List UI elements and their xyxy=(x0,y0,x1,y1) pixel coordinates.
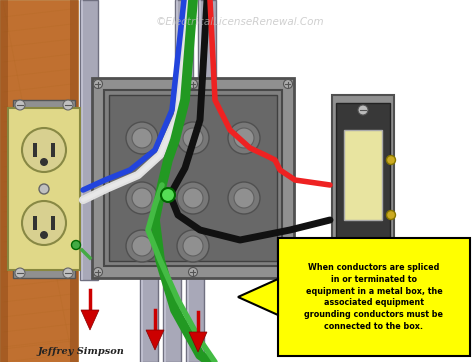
Circle shape xyxy=(72,240,81,249)
Circle shape xyxy=(283,268,292,277)
Polygon shape xyxy=(189,332,207,352)
Polygon shape xyxy=(0,0,8,362)
Circle shape xyxy=(386,156,395,164)
Polygon shape xyxy=(0,0,78,362)
Polygon shape xyxy=(176,0,178,95)
Circle shape xyxy=(358,105,368,115)
Polygon shape xyxy=(344,130,382,220)
Circle shape xyxy=(93,80,102,88)
Polygon shape xyxy=(33,216,37,230)
Circle shape xyxy=(63,100,73,110)
Circle shape xyxy=(358,253,367,261)
Circle shape xyxy=(22,201,66,245)
Text: ©ElectricalLicenseRenewal.Com: ©ElectricalLicenseRenewal.Com xyxy=(155,17,324,27)
Polygon shape xyxy=(238,279,278,315)
Text: When conductors are spliced
in or terminated to
equipment in a metal box, the
as: When conductors are spliced in or termin… xyxy=(304,263,444,331)
Circle shape xyxy=(132,236,152,256)
Polygon shape xyxy=(13,100,75,278)
Polygon shape xyxy=(104,90,282,266)
Circle shape xyxy=(39,184,49,194)
Polygon shape xyxy=(199,0,201,95)
Circle shape xyxy=(183,236,203,256)
Polygon shape xyxy=(332,95,394,285)
Polygon shape xyxy=(70,0,78,362)
Circle shape xyxy=(283,80,292,88)
Circle shape xyxy=(93,268,102,277)
Polygon shape xyxy=(8,108,80,270)
Polygon shape xyxy=(175,0,193,95)
Circle shape xyxy=(183,128,203,148)
Circle shape xyxy=(234,188,254,208)
Polygon shape xyxy=(81,310,99,330)
Polygon shape xyxy=(109,95,277,261)
Polygon shape xyxy=(187,270,189,362)
Circle shape xyxy=(189,80,198,88)
Polygon shape xyxy=(51,143,55,157)
Circle shape xyxy=(126,182,158,214)
Polygon shape xyxy=(278,238,470,356)
Circle shape xyxy=(63,268,73,278)
Polygon shape xyxy=(336,103,390,277)
Polygon shape xyxy=(186,270,204,362)
Circle shape xyxy=(132,128,152,148)
Circle shape xyxy=(183,188,203,208)
Circle shape xyxy=(228,122,260,154)
Circle shape xyxy=(234,128,254,148)
Circle shape xyxy=(126,230,158,262)
Text: Jeffrey Simpson: Jeffrey Simpson xyxy=(38,348,125,357)
Circle shape xyxy=(177,230,209,262)
Polygon shape xyxy=(80,0,98,280)
Polygon shape xyxy=(163,270,181,362)
Circle shape xyxy=(161,188,175,202)
Circle shape xyxy=(358,265,368,275)
Polygon shape xyxy=(33,143,37,157)
Circle shape xyxy=(40,231,48,239)
Circle shape xyxy=(177,182,209,214)
Circle shape xyxy=(132,188,152,208)
Polygon shape xyxy=(92,78,294,278)
Circle shape xyxy=(15,268,25,278)
Polygon shape xyxy=(146,330,164,350)
Circle shape xyxy=(228,182,260,214)
Polygon shape xyxy=(198,0,216,95)
Polygon shape xyxy=(141,270,143,362)
Polygon shape xyxy=(140,270,158,362)
Circle shape xyxy=(15,100,25,110)
Polygon shape xyxy=(164,270,166,362)
Polygon shape xyxy=(81,0,83,280)
Polygon shape xyxy=(51,216,55,230)
Circle shape xyxy=(22,128,66,172)
Circle shape xyxy=(126,122,158,154)
Circle shape xyxy=(189,268,198,277)
Circle shape xyxy=(40,158,48,166)
Circle shape xyxy=(177,122,209,154)
Circle shape xyxy=(386,210,395,219)
